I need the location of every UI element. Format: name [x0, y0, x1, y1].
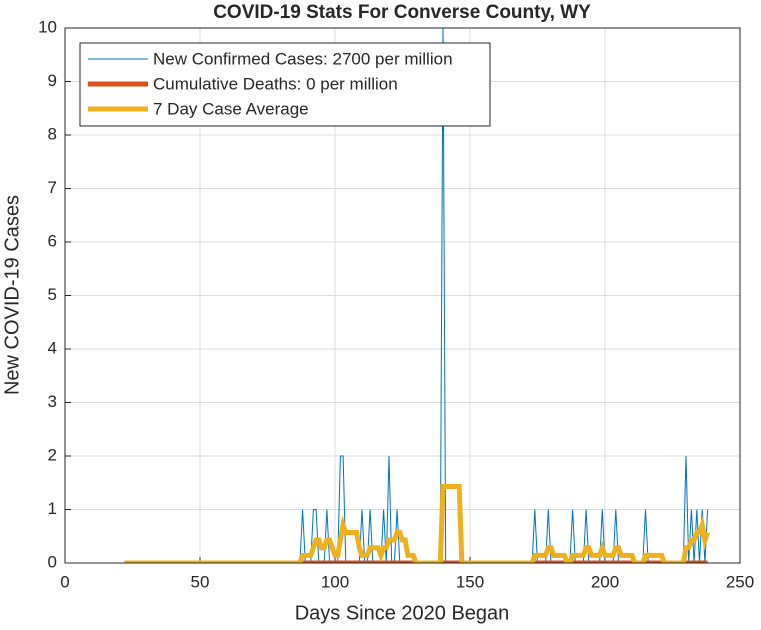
legend-label: 7 Day Case Average [153, 99, 309, 118]
chart-title: COVID-19 Stats For Converse County, WY [213, 2, 591, 23]
legend-label: New Confirmed Cases: 2700 per million [153, 49, 453, 68]
x-tick-label: 200 [591, 572, 619, 591]
y-tick-label: 6 [48, 231, 57, 250]
y-tick-label: 5 [48, 285, 57, 304]
x-axis-label: Days Since 2020 Began [295, 602, 510, 624]
x-tick-label: 0 [60, 572, 69, 591]
legend-label: Cumulative Deaths: 0 per million [153, 74, 398, 93]
y-tick-label: 9 [48, 71, 57, 90]
series-line [124, 28, 709, 563]
y-tick-label: 8 [48, 124, 57, 143]
plot-area [124, 28, 710, 563]
x-tick-label: 250 [726, 572, 754, 591]
x-tick-label: 150 [456, 572, 484, 591]
axes-box [64, 27, 741, 564]
y-tick-label: 3 [48, 392, 57, 411]
legend-box [79, 42, 491, 127]
y-tick-label: 2 [48, 445, 57, 464]
y-tick-label: 0 [48, 552, 57, 571]
y-axis-label: New COVID-19 Cases [1, 195, 23, 395]
y-tick-label: 4 [48, 338, 57, 357]
y-tick-label: 1 [48, 499, 57, 518]
x-tick-label: 100 [321, 572, 349, 591]
x-tick-label: 50 [191, 572, 210, 591]
y-tick-label: 7 [48, 178, 57, 197]
series-line [124, 484, 710, 563]
legend: New Confirmed Cases: 2700 per million Cum… [79, 42, 491, 127]
y-tick-label: 10 [38, 17, 57, 36]
